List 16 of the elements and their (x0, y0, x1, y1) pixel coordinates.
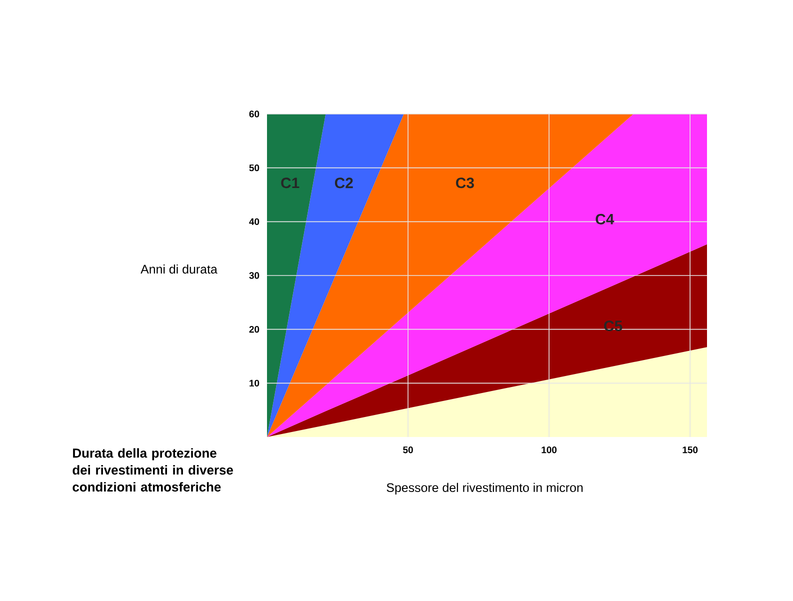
x-tick-label: 50 (403, 446, 413, 454)
y-tick-label: 60 (249, 110, 260, 118)
y-axis-title: Anni di durata (140, 264, 218, 274)
y-tick-label: 20 (249, 326, 260, 333)
y-tick-label: 50 (249, 164, 260, 172)
y-tick-label: 30 (249, 272, 260, 279)
series-label: C3 (456, 178, 474, 188)
y-tick-label: 10 (250, 380, 260, 387)
y-tick-label: 40 (249, 218, 260, 226)
text: Durata della protezione dei rivestimenti in diverse condizioni atmosferiche (72, 448, 233, 492)
series-label: C2 (334, 178, 353, 188)
series-label: C1 (281, 178, 300, 188)
x-tick-label: 100 (542, 446, 557, 454)
series-label: C5 (604, 320, 622, 332)
x-axis-title: Spessore del rivestimento in micron (386, 482, 583, 494)
x-tick-label: 150 (682, 446, 698, 454)
